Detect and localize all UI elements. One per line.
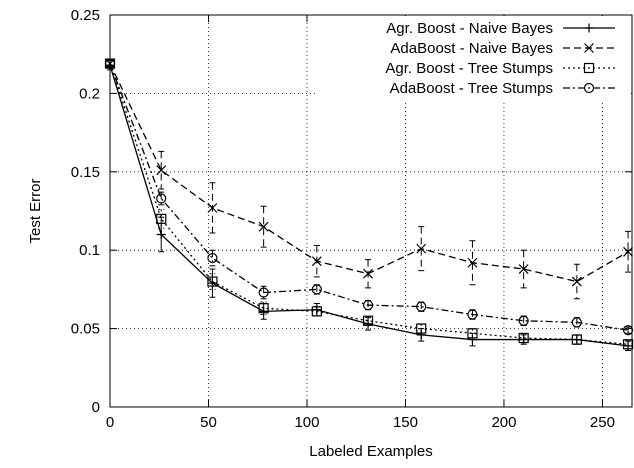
series-4	[104, 58, 634, 336]
y-tick-label: 0	[92, 399, 100, 416]
x-tick-labels: 0 50 100 150 200 250	[106, 414, 615, 431]
data-point	[156, 230, 166, 240]
legend-item: Agr. Boost - Naive Bayes	[386, 20, 615, 37]
data-point	[156, 193, 167, 204]
x-tick-label: 100	[294, 414, 319, 431]
legend-item: Agr. Boost - Tree Stumps	[385, 60, 615, 77]
data-point	[571, 276, 582, 287]
data-point	[571, 334, 582, 345]
error-bar	[158, 150, 165, 190]
legend-background	[318, 16, 631, 100]
series-line	[109, 63, 629, 331]
legend-item: AdaBoost - Naive Bayes	[390, 40, 615, 57]
y-tick-label: 0.25	[71, 7, 100, 24]
legend: Agr. Boost - Naive Bayes AdaBoost - Naive…	[318, 16, 631, 100]
legend-label: Agr. Boost - Tree Stumps	[385, 60, 553, 77]
series-3	[104, 58, 634, 350]
legend-marker	[583, 62, 595, 74]
y-tick-label: 0.05	[71, 321, 100, 338]
error-bar	[209, 273, 216, 290]
legend-item: AdaBoost - Tree Stumps	[390, 80, 615, 97]
data-point	[416, 301, 427, 312]
y-tick-label: 0.2	[79, 85, 100, 102]
error-bar	[158, 208, 165, 229]
error-bar	[209, 249, 216, 267]
data-point	[207, 276, 218, 287]
series-line	[109, 63, 629, 345]
data-point	[467, 328, 478, 339]
data-point	[311, 256, 322, 267]
data-point	[311, 306, 322, 317]
error-bar	[520, 249, 527, 289]
series-line	[109, 64, 629, 347]
error-bar	[260, 205, 267, 248]
data-point	[518, 315, 529, 326]
legend-label: AdaBoost - Tree Stumps	[390, 80, 553, 97]
x-tick-label: 50	[200, 414, 217, 431]
y-tick-label: 0.15	[71, 164, 100, 181]
data-point	[363, 319, 373, 329]
legend-label: Agr. Boost - Naive Bayes	[386, 20, 553, 37]
data-point	[571, 317, 582, 328]
tick-marks	[109, 14, 632, 408]
error-bar	[625, 326, 632, 334]
data-point	[311, 284, 322, 295]
x-tick-label: 200	[491, 414, 516, 431]
data-point	[467, 309, 478, 320]
legend-marker	[583, 82, 595, 94]
data-point	[467, 335, 477, 345]
data-point	[207, 202, 218, 213]
data-point	[363, 268, 373, 279]
error-bar	[469, 240, 476, 286]
data-point	[467, 257, 478, 268]
data-point	[362, 299, 374, 311]
data-point	[207, 252, 218, 264]
series-1	[105, 59, 633, 352]
data-point	[258, 303, 269, 314]
x-axis-label: Labeled Examples	[309, 443, 432, 460]
legend-label: AdaBoost - Naive Bayes	[390, 40, 553, 57]
error-bar	[418, 226, 425, 272]
data-point	[156, 165, 167, 176]
plot-frame	[109, 14, 633, 408]
data-point	[416, 243, 427, 254]
x-tick-label: 250	[590, 414, 615, 431]
legend-marker	[584, 43, 594, 53]
x-tick-label: 0	[106, 414, 114, 431]
data-point	[518, 264, 529, 274]
data-point	[258, 287, 269, 298]
data-point	[416, 330, 426, 340]
x-tick-label: 150	[393, 414, 418, 431]
y-tick-label: 0.1	[79, 242, 100, 259]
data-point	[518, 332, 529, 344]
y-tick-labels: 0 0.05 0.1 0.15 0.2 0.25	[71, 7, 100, 416]
data-point	[622, 339, 634, 350]
data-point	[416, 323, 427, 334]
data-point	[156, 213, 167, 224]
series-2	[105, 58, 633, 300]
data-point	[362, 315, 374, 326]
data-point	[623, 246, 633, 257]
data-point	[622, 325, 634, 336]
series-layer	[104, 58, 634, 352]
y-axis-label: Test Error	[27, 178, 44, 243]
error-bar	[625, 230, 632, 273]
legend-marker	[584, 23, 594, 33]
data-point	[258, 221, 269, 232]
